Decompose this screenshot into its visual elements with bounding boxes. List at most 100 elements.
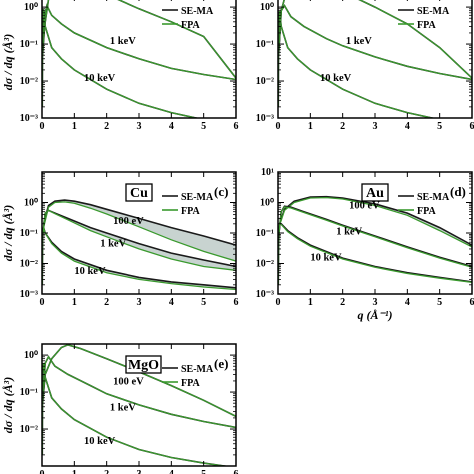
y-tick-label: 10⁻³ [20,113,38,124]
x-tick-label: 3 [137,469,142,474]
legend-label: FPA [181,20,200,31]
x-tick-label: 6 [234,469,239,474]
x-tick-label: 5 [201,297,206,308]
panel-e: 0 1 2 3 4 5 6 10⁻² 10⁻¹ 10⁰ dσ / dq (Å³) 100 eV 1 ke… [1,343,239,474]
y-tick-label: 10⁻¹ [20,228,38,239]
x-tick-label: 6 [234,121,239,132]
y-tick-label: 10⁻² [256,76,274,87]
x-tick-label: 4 [169,121,174,132]
energy-label: 1 keV [100,239,126,250]
fpa-curve [42,363,229,466]
y-tick-label: 10⁻¹ [256,39,274,50]
y-tick-label: 10⁻¹ [256,228,274,239]
panel-tag: (e) [214,356,228,371]
legend-label: FPA [417,206,436,217]
x-tick-label: 1 [308,297,313,308]
legend-label: FPA [181,206,200,217]
x-tick-label: 1 [72,469,77,474]
axes-frame [277,0,473,119]
y-tick-label: 10⁻² [20,259,38,270]
y-axis-title: dσ / dq (Å³) [1,34,15,90]
energy-label: 100 eV [113,216,144,227]
x-tick-label: 5 [201,469,206,474]
x-tick-label: 1 [308,121,313,132]
legend-label: SE-MA [417,6,450,17]
fpa-curve [42,201,236,262]
material-label: Au [366,186,384,201]
fpa-curve [42,355,236,429]
x-tick-label: 2 [340,297,345,308]
energy-label: 1 keV [110,36,136,47]
x-tick-label: 0 [40,297,45,308]
x-tick-label: 4 [169,469,174,474]
y-tick-label: 10⁰ [24,198,38,209]
legend-label: FPA [181,378,200,389]
x-tick-label: 2 [340,121,345,132]
energy-label: 10 keV [74,266,106,277]
plot-area [42,344,236,466]
y-tick-label: 10⁻² [20,76,38,87]
energy-label: 100 eV [113,377,144,388]
x-tick-label: 5 [437,297,442,308]
plot-area [278,195,472,285]
legend-label: SE-MA [181,192,214,203]
panel-tag: (c) [214,184,228,199]
se-ma-curve [42,199,236,246]
plot-area [42,0,236,118]
energy-label: 1 keV [110,403,136,414]
plot-area [278,0,472,118]
plot-area [42,199,236,291]
fpa-curve [278,10,435,118]
y-axis-title: dσ / dq (Å³) [1,205,15,261]
x-tick-label: 4 [169,297,174,308]
x-tick-label: 4 [405,297,410,308]
panel-c: 0 1 2 3 4 5 6 10⁻³ 10⁻² 10⁻¹ 10⁰ dσ / dq (Å³) 100 eV… [1,171,239,308]
x-tick-label: 0 [40,469,45,474]
y-tick-label: 10⁰ [260,2,274,13]
x-tick-label: 6 [470,121,474,132]
fpa-curve [278,0,472,79]
material-label: Cu [130,186,148,201]
y-tick-label: 10¹ [261,167,274,178]
y-tick-label: 10⁻¹ [20,387,38,398]
x-axis-title: q (Å⁻¹) [358,308,393,322]
y-tick-label: 10⁰ [260,198,274,209]
material-box [125,355,162,374]
y-tick-label: 10⁻¹ [20,39,38,50]
y-tick-label: 10⁻² [20,424,38,435]
legend-label: SE-MA [181,364,214,375]
x-tick-label: 5 [437,121,442,132]
energy-label: 1 keV [336,227,362,238]
fpa-curve [278,206,472,268]
fpa-curve [42,8,199,118]
material-box [125,183,153,202]
x-tick-label: 6 [234,297,239,308]
energy-label: 10 keV [84,436,116,447]
legend-label: FPA [417,20,436,31]
x-tick-label: 2 [104,297,109,308]
x-tick-label: 3 [373,297,378,308]
panel-tag: (d) [450,184,466,199]
x-tick-label: 0 [276,121,281,132]
difference-band [278,223,472,285]
energy-label: 1 keV [346,36,372,47]
se-ma-curve [278,195,472,246]
y-tick-label: 10⁰ [24,350,38,361]
x-tick-label: 5 [201,121,206,132]
x-tick-label: 2 [104,121,109,132]
x-tick-label: 6 [470,297,474,308]
x-tick-label: 0 [40,121,45,132]
energy-label: 10 keV [84,73,116,84]
energy-label: 100 eV [349,201,380,212]
material-label: MgO [128,358,159,373]
x-tick-label: 3 [137,297,142,308]
y-tick-label: 10⁻³ [256,113,274,124]
x-tick-label: 3 [373,121,378,132]
fpa-curve [278,222,472,285]
panel-d: 0 1 2 3 4 5 6 10⁻³ 10⁻² 10⁻¹ 10⁰ 10¹ q (Å⁻¹) 100 eV 1 … [256,167,474,322]
x-tick-label: 4 [405,121,410,132]
x-tick-label: 0 [276,297,281,308]
